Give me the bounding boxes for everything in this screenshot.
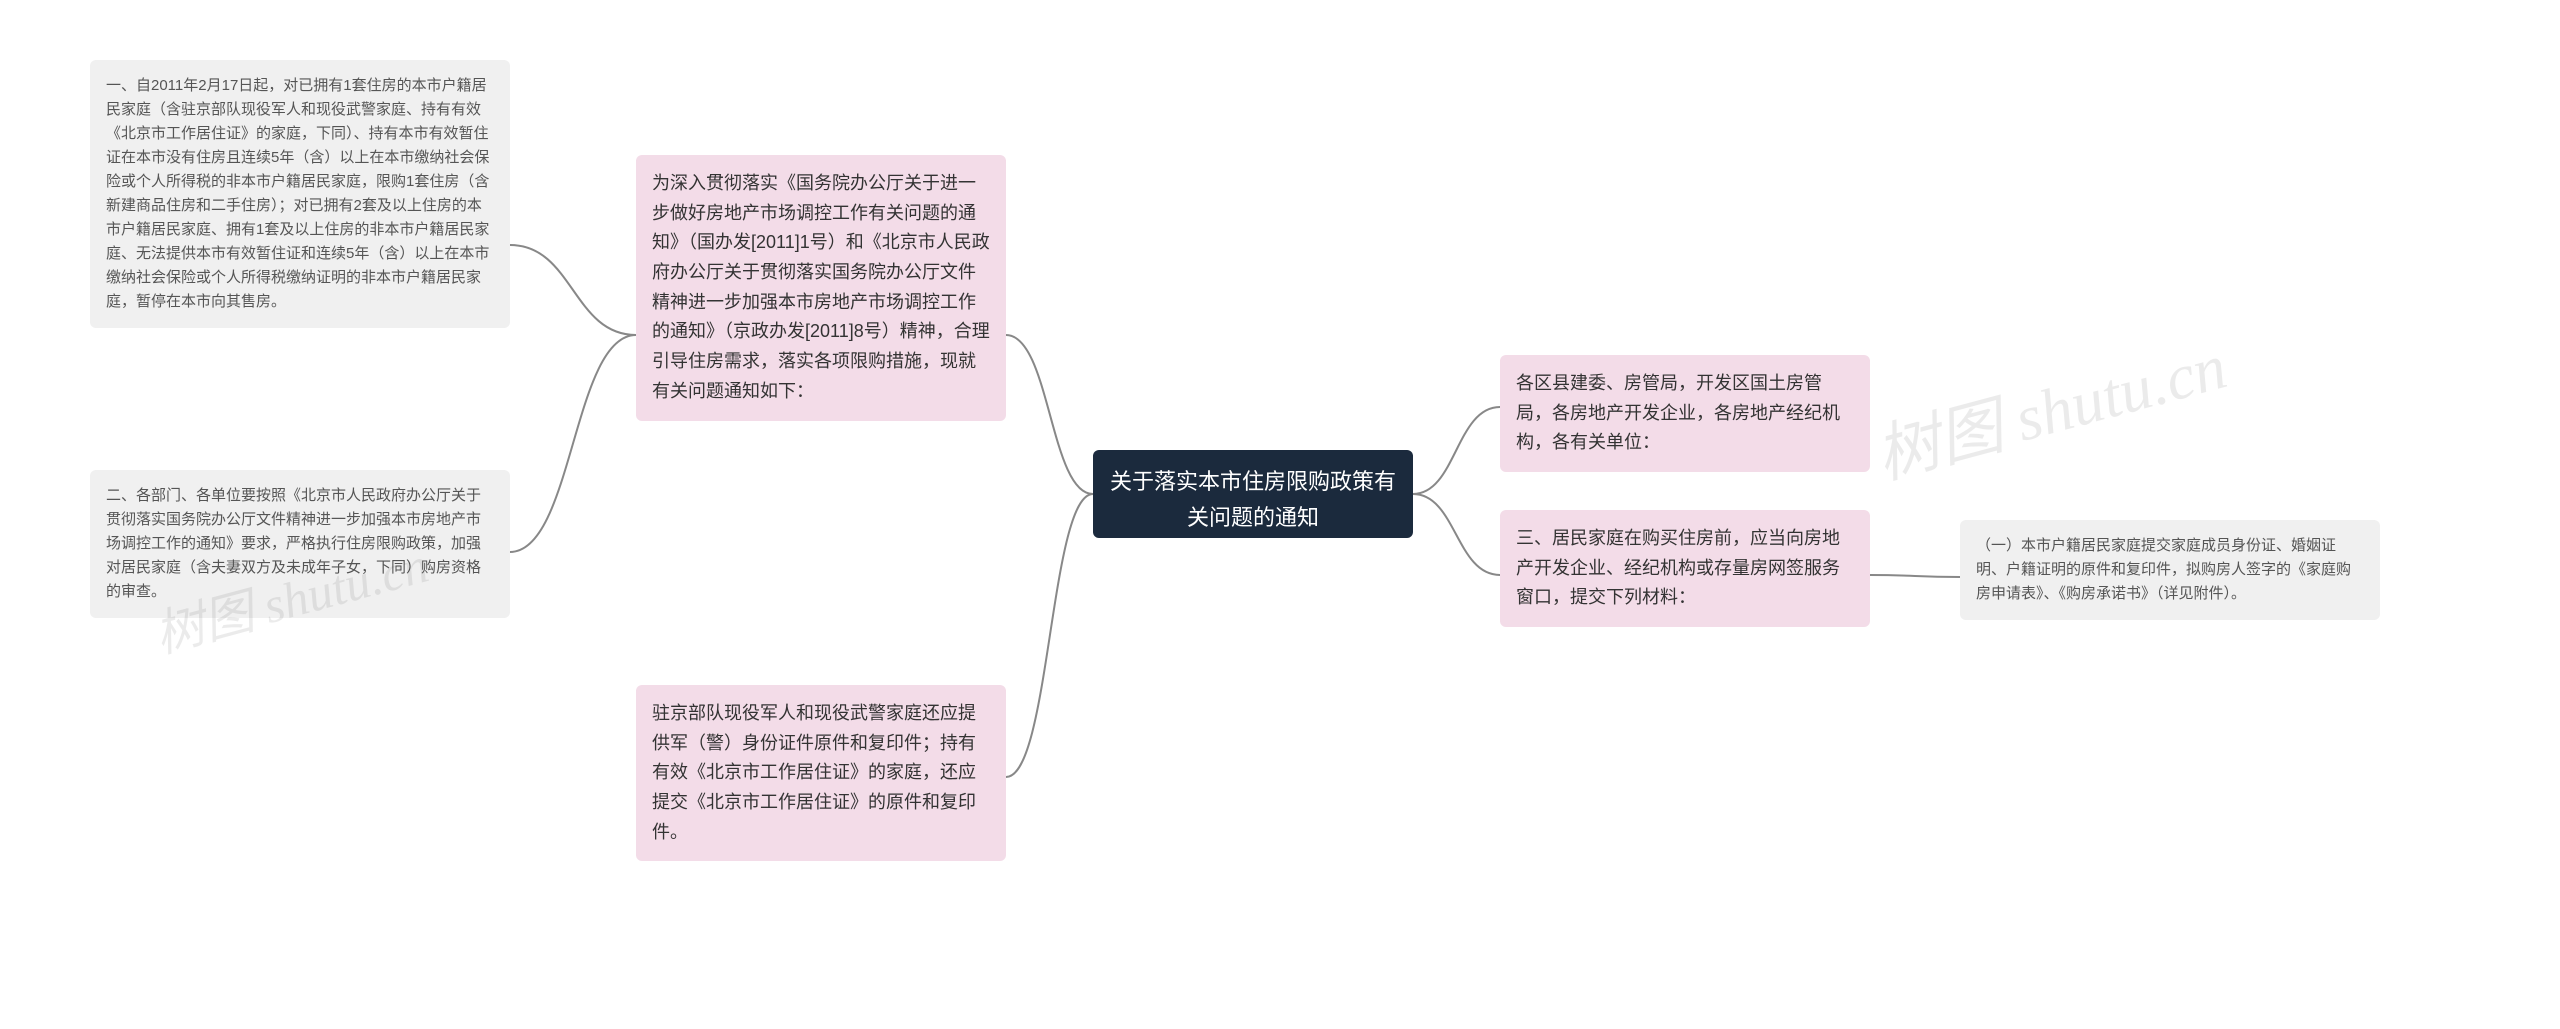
leaf-rule-2-text: 二、各部门、各单位要按照《北京市人民政府办公厅关于贯彻落实国务院办公厅文件精神进… (106, 487, 481, 600)
branch-recipients-text: 各区县建委、房管局，开发区国土房管局，各房地产开发企业，各房地产经纪机构，各有关… (1516, 373, 1840, 452)
branch-materials[interactable]: 三、居民家庭在购买住房前，应当向房地产开发企业、经纪机构或存量房网签服务窗口，提… (1500, 510, 1870, 627)
branch-intro-text: 为深入贯彻落实《国务院办公厅关于进一步做好房地产市场调控工作有关问题的通知》（国… (652, 173, 990, 401)
root-text: 关于落实本市住房限购政策有关问题的通知 (1110, 469, 1396, 530)
branch-recipients[interactable]: 各区县建委、房管局，开发区国土房管局，各房地产开发企业，各房地产经纪机构，各有关… (1500, 355, 1870, 472)
branch-intro[interactable]: 为深入贯彻落实《国务院办公厅关于进一步做好房地产市场调控工作有关问题的通知》（国… (636, 155, 1006, 421)
leaf-material-1[interactable]: （一）本市户籍居民家庭提交家庭成员身份证、婚姻证明、户籍证明的原件和复印件，拟购… (1960, 520, 2380, 620)
leaf-rule-1[interactable]: 一、自2011年2月17日起，对已拥有1套住房的本市户籍居民家庭（含驻京部队现役… (90, 60, 510, 328)
watermark-2: 树图 shutu.cn (1864, 315, 2235, 497)
branch-military[interactable]: 驻京部队现役军人和现役武警家庭还应提供军（警）身份证件原件和复印件；持有有效《北… (636, 685, 1006, 861)
root-node[interactable]: 关于落实本市住房限购政策有关问题的通知 (1093, 450, 1413, 538)
branch-military-text: 驻京部队现役军人和现役武警家庭还应提供军（警）身份证件原件和复印件；持有有效《北… (652, 703, 976, 842)
mindmap-canvas: 关于落实本市住房限购政策有关问题的通知 为深入贯彻落实《国务院办公厅关于进一步做… (0, 0, 2560, 1029)
leaf-rule-1-text: 一、自2011年2月17日起，对已拥有1套住房的本市户籍居民家庭（含驻京部队现役… (106, 77, 489, 310)
leaf-material-1-text: （一）本市户籍居民家庭提交家庭成员身份证、婚姻证明、户籍证明的原件和复印件，拟购… (1976, 537, 2351, 602)
branch-materials-text: 三、居民家庭在购买住房前，应当向房地产开发企业、经纪机构或存量房网签服务窗口，提… (1516, 528, 1840, 607)
leaf-rule-2[interactable]: 二、各部门、各单位要按照《北京市人民政府办公厅关于贯彻落实国务院办公厅文件精神进… (90, 470, 510, 618)
